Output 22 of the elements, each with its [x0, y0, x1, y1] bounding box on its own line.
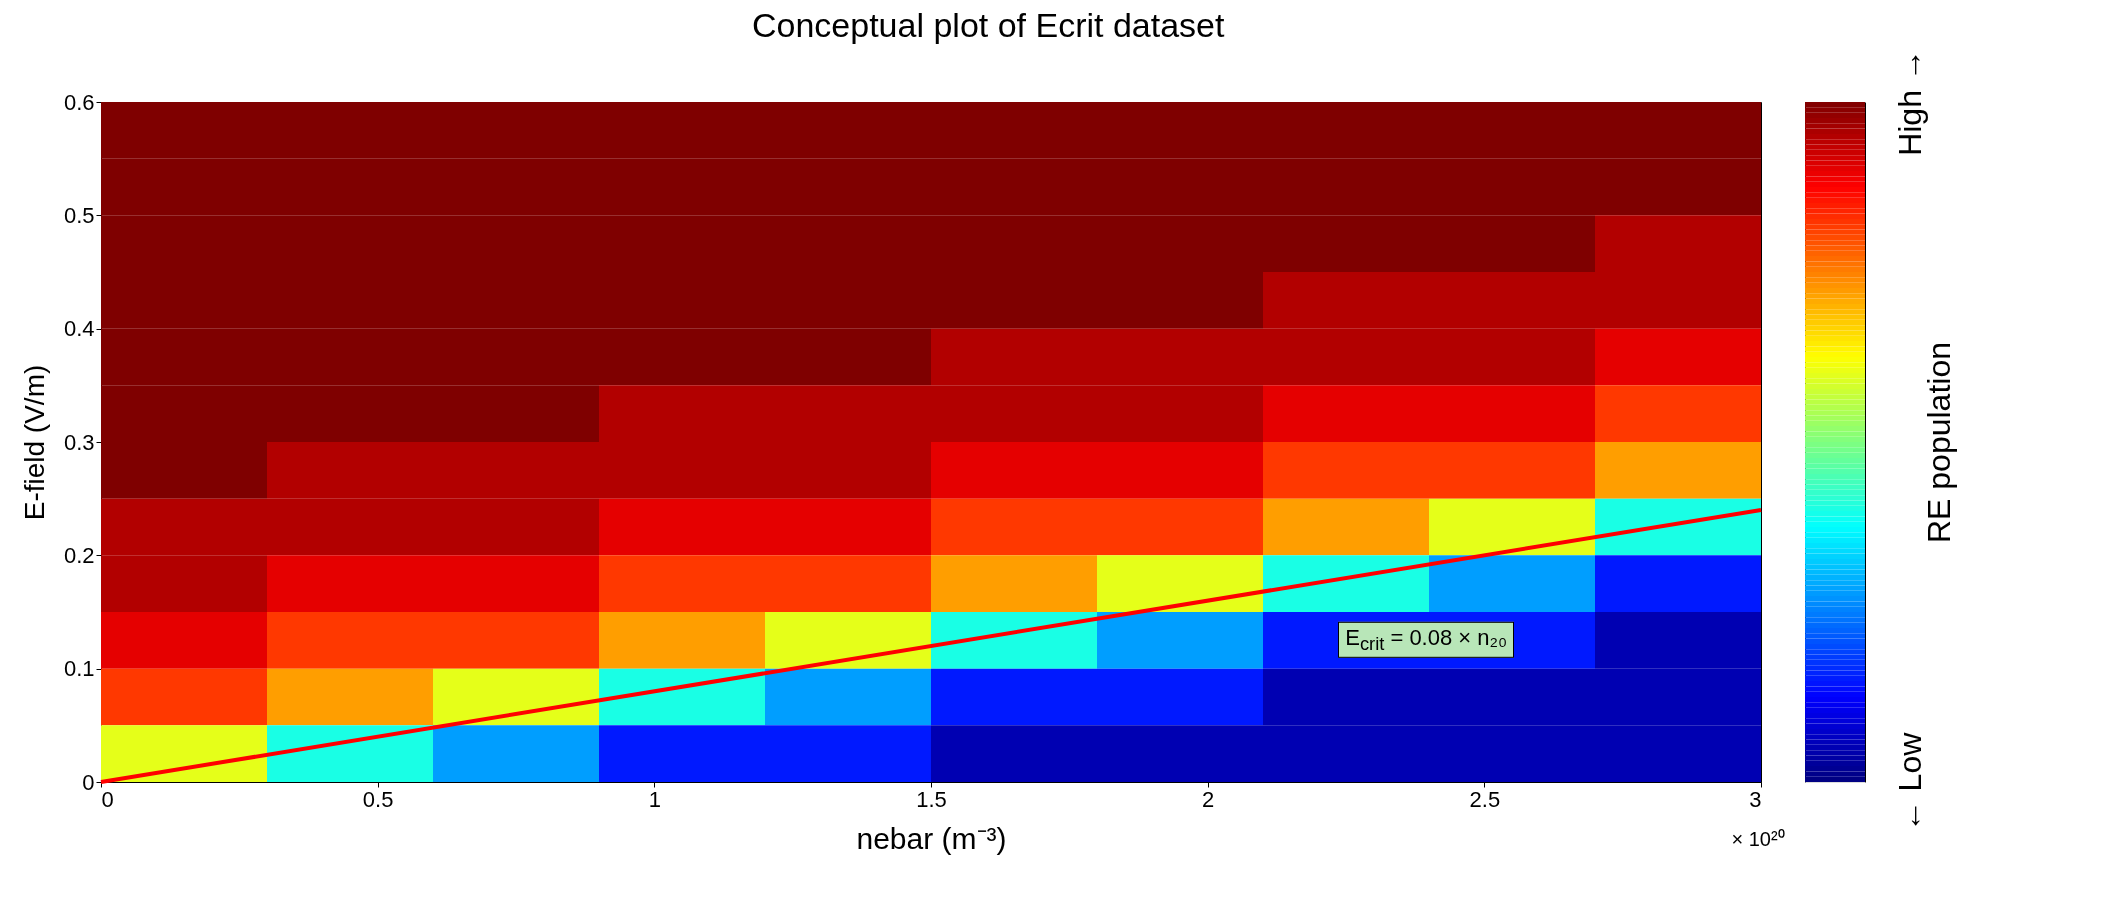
x-tick-label: 3 [1749, 786, 1762, 812]
y-axis-title: E-field (V/m) [18, 364, 50, 521]
y-tick-label: 0.4 [63, 316, 95, 342]
axis-exponent-label: × 10²⁰ [1731, 826, 1785, 852]
y-tick-label: 0.6 [63, 89, 95, 115]
y-tick-label: 0.3 [63, 429, 95, 455]
x-tick-label: 0.5 [362, 786, 394, 812]
x-tick-label: 2.5 [1469, 786, 1501, 812]
color-bar-title: RE population [1920, 341, 1957, 544]
x-tick-label: 1 [648, 786, 661, 812]
x-tick-label: 1.5 [916, 786, 947, 812]
y-tick-label: 0.5 [63, 202, 95, 228]
color-bar-label: High → [1891, 49, 1928, 156]
y-tick-label: 0.1 [63, 656, 95, 682]
y-tick-label: 0.2 [63, 542, 95, 568]
x-tick-label: 2 [1202, 786, 1215, 812]
x-axis-title: nebar (m⁻³) [856, 821, 1007, 855]
x-tick-label: 0 [101, 786, 114, 812]
formula-label: E$_{crit}$ = 0.08 × n₂₀ [1338, 621, 1515, 658]
y-tick-label: 0 [82, 769, 95, 795]
chart-title: Conceptual plot of Ecrit dataset [751, 6, 1226, 45]
color-bar-label: ← Low [1891, 731, 1928, 833]
